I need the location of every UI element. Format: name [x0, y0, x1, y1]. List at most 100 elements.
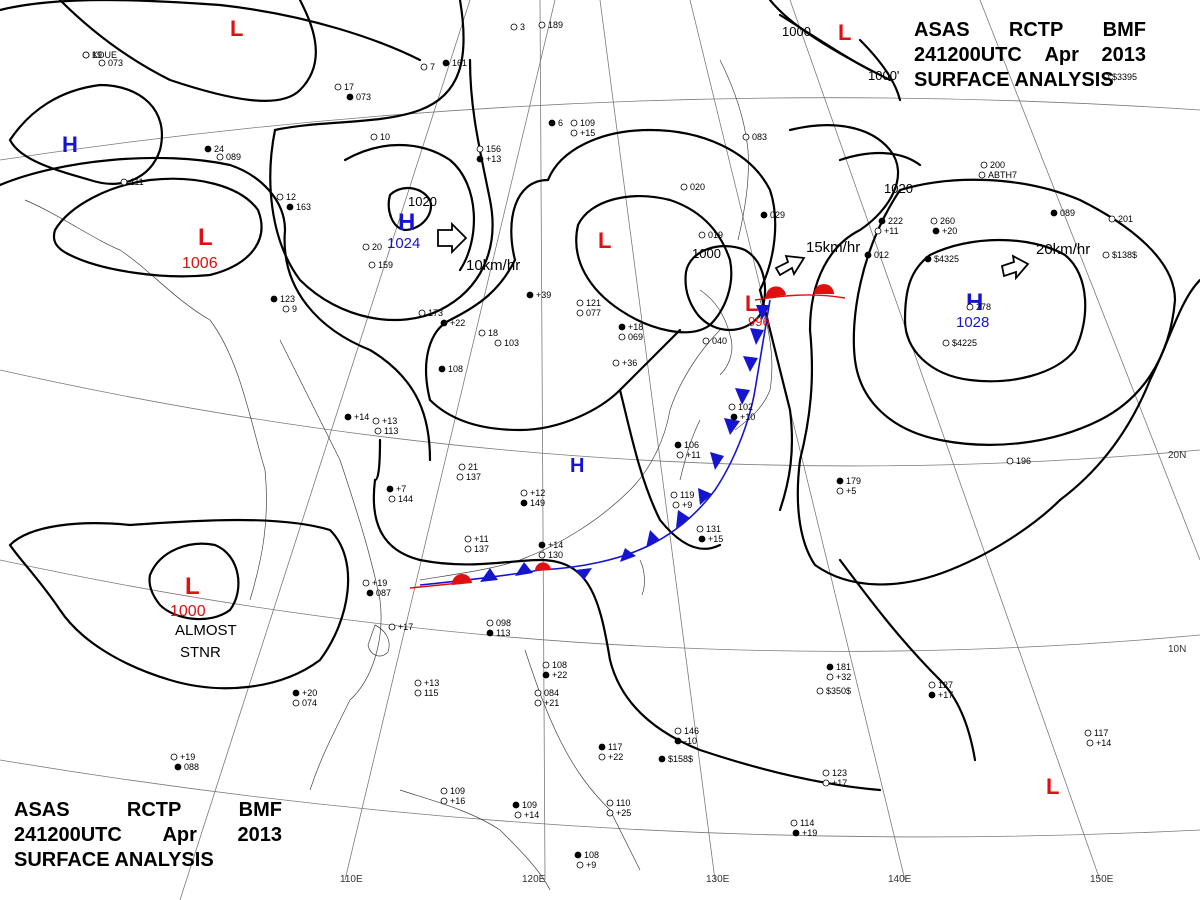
station-circle-icon — [822, 779, 830, 787]
cold-front-triangle — [515, 562, 533, 576]
isobar — [788, 124, 900, 332]
header-code: BMF — [238, 799, 282, 821]
station-value: 144 — [398, 494, 413, 504]
station-plot: +20 — [292, 688, 317, 698]
station-plot: 163 — [286, 202, 311, 212]
warm-front-semicircle — [451, 573, 472, 585]
station-plot: 149 — [520, 498, 545, 508]
station-value: 19 — [92, 50, 102, 60]
station-plot: 7 — [420, 62, 435, 72]
isobar — [858, 38, 902, 102]
station-plot: 115 — [414, 688, 438, 698]
station-value: 074 — [302, 698, 317, 708]
pressure-centers: L 1006 L 1000 H 1024 L 996 H 1028 H L L … — [62, 16, 1059, 799]
station-plot: +14 — [344, 412, 369, 422]
station-plot: $4225 — [942, 338, 977, 348]
station-value: +11 — [884, 226, 899, 236]
latitude-label: 10N — [1168, 644, 1186, 655]
station-circle-icon — [672, 501, 680, 509]
station-circle-icon — [346, 93, 354, 101]
station-value: 123 — [832, 768, 847, 778]
station-plot: 119 — [670, 490, 694, 500]
station-plot: +15 — [570, 128, 595, 138]
isobar — [0, 0, 422, 62]
station-circle-icon — [388, 495, 396, 503]
station-circle-icon — [822, 769, 830, 777]
low-center-symbol: L — [1046, 774, 1059, 799]
station-value: 278 — [976, 302, 991, 312]
longitude-label: 140E — [888, 874, 912, 885]
latitude-line-0 — [0, 759, 1200, 838]
station-circle-icon — [362, 579, 370, 587]
station-value: 173 — [428, 308, 443, 318]
station-value: +39 — [536, 290, 551, 300]
station-circle-icon — [514, 811, 522, 819]
station-circle-icon — [414, 689, 422, 697]
station-plot: 069 — [618, 332, 643, 342]
station-plot: 123 — [270, 294, 295, 304]
station-value: 21 — [468, 462, 478, 472]
station-circle-icon — [676, 451, 684, 459]
station-circle-icon — [276, 193, 284, 201]
station-value: +14 — [354, 412, 369, 422]
station-circle-icon — [458, 463, 466, 471]
station-circle-icon — [574, 851, 582, 859]
station-plot: 130 — [538, 550, 563, 560]
isobar-label: 1020 — [884, 181, 913, 196]
station-circle-icon — [576, 861, 584, 869]
station-circle-icon — [494, 339, 502, 347]
station-value: 200 — [990, 160, 1005, 170]
high-center-symbol: H — [398, 209, 415, 236]
station-value: 113 — [496, 628, 510, 638]
station-circle-icon — [486, 619, 494, 627]
station-value: +16 — [450, 796, 465, 806]
station-plot: 260 — [930, 216, 955, 226]
station-circle-icon — [464, 545, 472, 553]
station-value: 159 — [378, 260, 393, 270]
station-circle-icon — [570, 129, 578, 137]
station-circle-icon — [790, 819, 798, 827]
station-circle-icon — [414, 679, 422, 687]
station-value: KDUE — [92, 50, 117, 60]
header-line-3: SURFACE ANALYSIS — [14, 848, 282, 873]
borneo-coast — [399, 789, 551, 891]
station-value: 163 — [296, 202, 311, 212]
station-plot: 12 — [276, 192, 296, 202]
station-value: +14 — [1096, 738, 1111, 748]
chart-header-top: ASAS RCTP BMF 241200UTC Apr 2013 SURFACE… — [914, 18, 1146, 93]
station-circle-icon — [344, 413, 352, 421]
station-value: 115 — [424, 688, 438, 698]
station-plot: $4325 — [924, 254, 959, 264]
cold-front-triangle — [743, 356, 758, 372]
station-value: 12 — [286, 192, 296, 202]
station-plot: 17 — [334, 82, 354, 92]
station-plot: 083 — [742, 132, 767, 142]
station-plot: +36 — [612, 358, 637, 368]
station-circle-icon — [204, 145, 212, 153]
station-value: +22 — [450, 318, 465, 328]
header-year: 2013 — [237, 824, 282, 846]
isobar — [0, 156, 432, 462]
station-circle-icon — [478, 329, 486, 337]
station-plot: +9 — [576, 860, 596, 870]
station-circle-icon — [512, 801, 520, 809]
korea-coast — [699, 289, 733, 376]
station-value: 109 — [450, 786, 465, 796]
station-value: 088 — [184, 762, 199, 772]
station-circle-icon — [816, 687, 824, 695]
station-plot: +5 — [836, 486, 856, 496]
station-value: 9 — [292, 304, 297, 314]
station-plot: +22 — [440, 318, 465, 328]
station-circle-icon — [1102, 251, 1110, 259]
cold-front — [419, 299, 771, 586]
station-circle-icon — [420, 63, 428, 71]
annotation-line: ALMOST — [175, 622, 237, 639]
station-value: 114 — [800, 818, 814, 828]
low-center-symbol: L — [838, 20, 851, 45]
station-value: ABTH7 — [988, 170, 1017, 180]
cold-front-triangle — [676, 510, 690, 528]
header-agency: ASAS — [14, 799, 70, 821]
low-center-symbol: L — [745, 291, 758, 316]
header-line-1: ASAS RCTP BMF — [914, 18, 1146, 43]
station-circle-icon — [370, 133, 378, 141]
